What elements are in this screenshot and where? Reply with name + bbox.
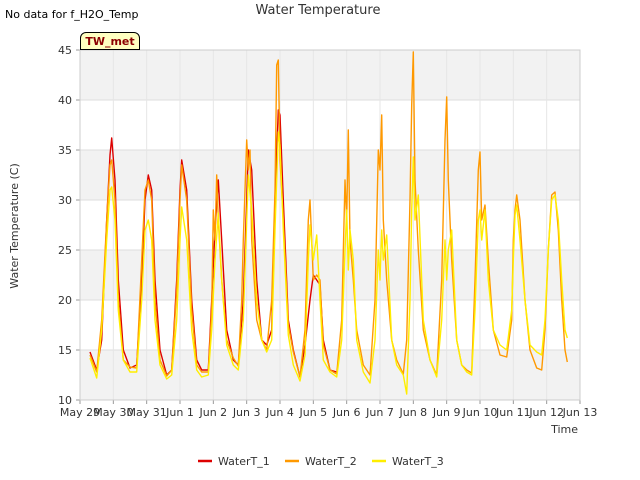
plot-band xyxy=(80,150,580,200)
no-data-note: No data for f_H2O_Temp xyxy=(5,8,139,21)
x-tick-label: Jun 6 xyxy=(332,406,361,419)
y-tick-label: 30 xyxy=(58,194,72,207)
chart-title: Water Temperature xyxy=(256,3,381,18)
y-tick-label: 10 xyxy=(58,394,72,407)
x-tick-label: Jun 13 xyxy=(562,406,598,419)
x-tick-label: Jun 1 xyxy=(165,406,194,419)
x-tick-label: Jun 11 xyxy=(495,406,531,419)
y-tick-label: 45 xyxy=(58,44,72,57)
legend-item: WaterT_2 xyxy=(285,455,357,468)
x-tick-label: Jun 3 xyxy=(232,406,261,419)
x-tick-label: Jun 7 xyxy=(365,406,394,419)
legend-item: WaterT_3 xyxy=(372,455,444,468)
x-axis-label: Time xyxy=(550,423,578,436)
y-tick-label: 35 xyxy=(58,144,72,157)
legend-label: WaterT_1 xyxy=(218,455,270,468)
y-tick-label: 20 xyxy=(58,294,72,307)
series-lines xyxy=(89,51,568,395)
legend-label: WaterT_2 xyxy=(305,455,357,468)
x-tick-label: Jun 5 xyxy=(298,406,327,419)
x-tick-label: May 29 xyxy=(60,406,100,419)
station-badge: TW_met xyxy=(80,32,140,50)
x-tick-label: Jun 9 xyxy=(432,406,461,419)
x-tick-label: May 30 xyxy=(93,406,133,419)
y-tick-label: 25 xyxy=(58,244,72,257)
y-tick-label: 15 xyxy=(58,344,72,357)
y-tick-label: 40 xyxy=(58,94,72,107)
series-line-watert-2 xyxy=(89,51,568,378)
legend-item: WaterT_1 xyxy=(198,455,270,468)
x-tick-label: Jun 10 xyxy=(462,406,498,419)
y-axis-label: Water Temperature (C) xyxy=(8,163,21,288)
x-tick-label: Jun 2 xyxy=(198,406,227,419)
plot-frame xyxy=(79,49,581,401)
plot-band xyxy=(80,250,580,300)
x-tick-label: Jun 4 xyxy=(265,406,294,419)
legend-label: WaterT_3 xyxy=(392,455,444,468)
legend: WaterT_1 WaterT_2 WaterT_3 xyxy=(198,455,444,468)
x-tick-label: Jun 12 xyxy=(528,406,564,419)
plot-area xyxy=(80,50,580,400)
plot-band xyxy=(80,50,580,100)
series-line-watert-3 xyxy=(89,131,568,395)
plot-bands xyxy=(80,50,580,400)
x-tick-label: Jun 8 xyxy=(398,406,427,419)
x-tick-label: May 31 xyxy=(127,406,167,419)
plot-band xyxy=(80,350,580,400)
